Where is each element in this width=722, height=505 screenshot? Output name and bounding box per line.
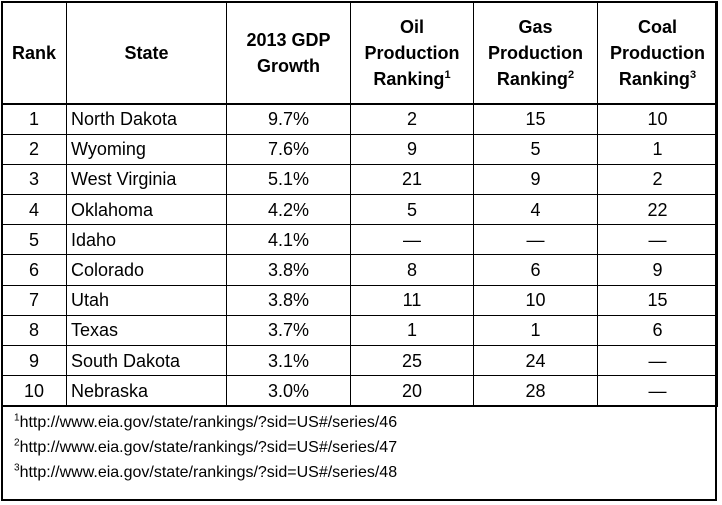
- header-oil: Oil Production Ranking1: [350, 1, 474, 105]
- cell-gdp-growth: 4.1%: [226, 224, 351, 256]
- cell-state: North Dakota: [66, 103, 227, 135]
- cell-state: Idaho: [66, 224, 227, 256]
- cell-gdp-growth: 3.8%: [226, 254, 351, 286]
- cell-oil-ranking: 25: [350, 344, 474, 377]
- table-row: 10 Nebraska 3.0% 20 28—: [1, 375, 718, 407]
- cell-rank: 6: [1, 254, 67, 286]
- cell-state: Texas: [66, 314, 227, 347]
- cell-coal-ranking: 6: [597, 314, 718, 347]
- cell-rank: 5: [1, 224, 67, 256]
- cell-gdp-growth: 4.2%: [226, 194, 351, 226]
- cell-gas-ranking: 15: [473, 103, 598, 135]
- cell-coal-ranking: —: [597, 224, 718, 256]
- footnote-marker: 3: [689, 69, 697, 81]
- cell-coal-ranking: —: [597, 375, 718, 407]
- header-gdp: 2013 GDP Growth: [226, 1, 351, 105]
- header-coal: Coal Production Ranking3: [597, 1, 718, 105]
- cell-state: West Virginia: [66, 163, 227, 196]
- cell-gas-ranking: 28: [473, 375, 598, 407]
- cell-oil-ranking: 8: [350, 254, 474, 286]
- cell-oil-ranking: 11: [350, 284, 474, 316]
- table-row: 9 South Dakota 3.1% 25 24—: [1, 344, 718, 377]
- cell-oil-ranking: 2: [350, 103, 474, 135]
- cell-state: Nebraska: [66, 375, 227, 407]
- cell-coal-ranking: 22: [597, 194, 718, 226]
- cell-gas-ranking: 6: [473, 254, 598, 286]
- cell-gas-ranking: 1: [473, 314, 598, 347]
- cell-oil-ranking: 5: [350, 194, 474, 226]
- table-row: 6 Colorado 3.8% 8 6 9: [1, 254, 718, 286]
- cell-state: South Dakota: [66, 344, 227, 377]
- footnote-marker: 1: [444, 69, 451, 81]
- table-row: 8 Texas 3.7% 1 1 6: [1, 314, 718, 347]
- table-row: 7 Utah 3.8% 11 10 15: [1, 284, 718, 316]
- cell-rank: 2: [1, 133, 67, 165]
- cell-gdp-growth: 3.0%: [226, 375, 351, 407]
- cell-gas-ranking: 4: [473, 194, 598, 226]
- table-row: 5 Idaho 4.1% — — —: [1, 224, 718, 256]
- cell-oil-ranking: 1: [350, 314, 474, 347]
- cell-gdp-growth: 3.8%: [226, 284, 351, 316]
- cell-oil-ranking: 9: [350, 133, 474, 165]
- table-row: 3 West Virginia 5.1% 21 9 2: [1, 163, 718, 196]
- cell-rank: 10: [1, 375, 67, 407]
- cell-state: Oklahoma: [66, 194, 227, 226]
- cell-gdp-growth: 7.6%: [226, 133, 351, 165]
- cell-oil-ranking: —: [350, 224, 474, 256]
- footnote: 3http://www.eia.gov/state/rankings/?sid=…: [14, 462, 398, 481]
- cell-coal-ranking: 9: [597, 254, 718, 286]
- cell-rank: 1: [1, 103, 67, 135]
- cell-oil-ranking: 20: [350, 375, 474, 407]
- cell-rank: 9: [1, 344, 67, 377]
- footnotes: 1http://www.eia.gov/state/rankings/?sid=…: [14, 410, 397, 485]
- footnote: 2http://www.eia.gov/state/rankings/?sid=…: [14, 437, 398, 456]
- cell-coal-ranking: 2: [597, 163, 718, 196]
- cell-oil-ranking: 21: [350, 163, 474, 196]
- cell-gdp-growth: 3.1%: [226, 344, 351, 377]
- cell-coal-ranking: 1: [597, 133, 718, 165]
- table-row: 1 North Dakota 9.7% 2 15 10: [1, 103, 718, 135]
- cell-rank: 4: [1, 194, 67, 226]
- cell-state: Colorado: [66, 254, 227, 286]
- cell-gas-ranking: 24: [473, 344, 598, 377]
- header-row: Rank State 2013 GDP Growth Oil Production R…: [1, 1, 718, 105]
- cell-coal-ranking: 15: [597, 284, 718, 316]
- footnote-marker: 2: [567, 69, 575, 81]
- cell-gas-ranking: 9: [473, 163, 598, 196]
- table-row: 2 Wyoming 7.6% 9 5 1: [1, 133, 718, 165]
- cell-gdp-growth: 9.7%: [226, 103, 351, 135]
- gdp-ranking-table: Rank State 2013 GDP Growth Oil Production R…: [1, 1, 718, 407]
- footnote: 1http://www.eia.gov/state/rankings/?sid=…: [14, 412, 398, 431]
- header-state: State: [66, 1, 227, 105]
- cell-gdp-growth: 3.7%: [226, 314, 351, 347]
- cell-state: Utah: [66, 284, 227, 316]
- table-row: 4 Oklahoma 4.2% 5 4 22: [1, 194, 718, 226]
- cell-rank: 8: [1, 314, 67, 347]
- cell-rank: 7: [1, 284, 67, 316]
- cell-coal-ranking: 10: [597, 103, 718, 135]
- cell-gas-ranking: 5: [473, 133, 598, 165]
- cell-gdp-growth: 5.1%: [226, 163, 351, 196]
- header-gas: Gas Production Ranking2: [473, 1, 598, 105]
- cell-rank: 3: [1, 163, 67, 196]
- header-rank: Rank: [1, 1, 67, 105]
- cell-state: Wyoming: [66, 133, 227, 165]
- cell-coal-ranking: —: [597, 344, 718, 377]
- cell-gas-ranking: 10: [473, 284, 598, 316]
- cell-gas-ranking: —: [473, 224, 598, 256]
